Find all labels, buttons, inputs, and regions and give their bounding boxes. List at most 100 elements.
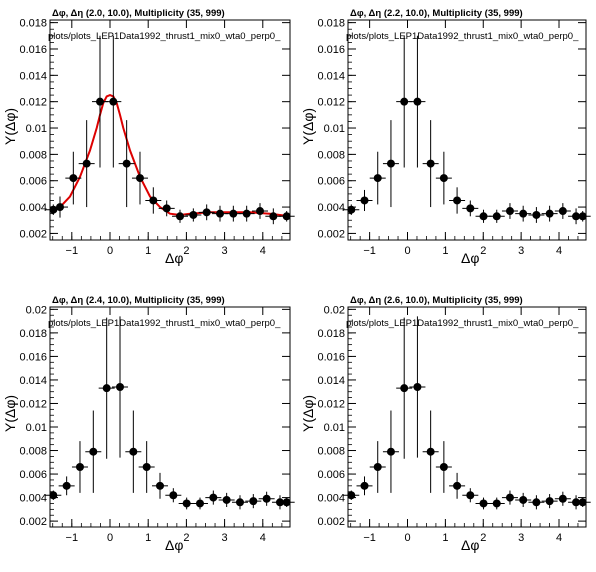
x-tick-label: 4 (556, 245, 562, 257)
panel-title: Δφ, Δη (2.0, 10.0), Multiplicity (35, 99… (52, 8, 225, 19)
data-point (347, 205, 356, 214)
x-tick-label: 2 (183, 245, 189, 257)
y-tick-label: 0.016 (19, 44, 47, 56)
plot-frame (49, 306, 291, 528)
x-tick-label: 2 (183, 532, 189, 544)
y-tick-label: 0.01 (26, 422, 47, 434)
fit-curve (49, 94, 291, 218)
y-tick-label: 0.002 (19, 516, 47, 528)
chart-panel-1: Δφ, Δη (2.0, 10.0), Multiplicity (35, 99… (2, 8, 295, 266)
y-tick-label: 0.018 (317, 328, 345, 340)
y-tick-label: 0.01 (324, 123, 345, 135)
y-tick-label: 0.014 (19, 375, 47, 387)
data-point (282, 498, 291, 507)
x-axis-label: Δφ (461, 537, 479, 553)
data-point (519, 495, 528, 504)
plot-frame (347, 19, 587, 241)
data-point (578, 212, 587, 221)
data-point (360, 196, 369, 205)
y-tick-label: 0.018 (317, 18, 345, 30)
data-point (373, 463, 382, 471)
data-point (242, 209, 251, 218)
y-tick-label: 0.014 (19, 70, 47, 82)
data-point (262, 494, 271, 503)
y-tick-label: 0.004 (317, 493, 345, 505)
y-tick-label: 0.018 (19, 18, 47, 30)
y-tick-label: 0.006 (19, 469, 47, 481)
data-point (195, 499, 204, 508)
data-point (102, 384, 111, 393)
data-point (400, 97, 409, 106)
data-point (176, 212, 185, 221)
data-point (466, 204, 475, 213)
y-tick-label: 0.01 (324, 422, 345, 434)
data-point (216, 209, 225, 218)
y-tick-label: 0.016 (317, 44, 345, 56)
data-point (400, 384, 409, 393)
data-point (69, 174, 78, 183)
data-point (519, 209, 528, 218)
data-point (492, 499, 501, 508)
x-tick-label: 2 (480, 245, 486, 257)
y-tick-label: 0.002 (19, 228, 47, 240)
x-tick-label: −1 (66, 245, 79, 257)
data-point (578, 498, 587, 507)
y-tick-label: 0.012 (19, 398, 47, 410)
data-point (249, 497, 258, 506)
y-tick-label: 0.016 (317, 351, 345, 363)
data-point (122, 159, 131, 168)
panel-subtitle: plots/plots_LEP1Data1992_thrust1_mix0_wt… (48, 31, 281, 42)
x-tick-label: 4 (556, 532, 562, 544)
data-point (169, 491, 178, 500)
data-point (62, 481, 71, 490)
panel-subtitle: plots/plots_LEP1Data1992_thrust1_mix0_wt… (48, 318, 281, 329)
data-point (439, 463, 448, 471)
panel-subtitle: plots/plots_LEP1Data1992_thrust1_mix0_wt… (346, 31, 579, 42)
data-point (135, 174, 144, 183)
y-tick-label: 0.002 (317, 228, 345, 240)
x-tick-label: 0 (404, 532, 410, 544)
data-point (89, 447, 98, 456)
x-tick-label: 1 (442, 532, 448, 544)
x-tick-label: 3 (222, 245, 228, 257)
data-point (256, 207, 264, 216)
data-point (189, 210, 198, 219)
data-point (56, 203, 64, 212)
panel-title: Δφ, Δη (2.4, 10.0), Multiplicity (35, 99… (52, 295, 225, 306)
y-tick-label: 0.01 (26, 123, 47, 135)
data-point (149, 196, 158, 205)
data-point (222, 495, 231, 504)
data-point (466, 491, 475, 500)
panel-title: Δφ, Δη (2.6, 10.0), Multiplicity (35, 99… (350, 295, 523, 306)
y-tick-label: 0.014 (317, 375, 345, 387)
data-point (426, 159, 435, 168)
data-point (505, 207, 514, 216)
y-axis-label: Y(Δφ) (300, 395, 316, 432)
data-point (545, 209, 554, 218)
x-tick-label: 3 (518, 532, 524, 544)
data-point (505, 493, 514, 502)
x-tick-label: −1 (363, 245, 376, 257)
x-axis-label: Δφ (461, 250, 479, 266)
data-point (75, 463, 84, 471)
y-tick-label: 0.006 (317, 469, 345, 481)
y-tick-label: 0.02 (324, 304, 345, 316)
data-point (235, 498, 244, 507)
y-tick-label: 0.008 (317, 446, 345, 458)
y-tick-label: 0.004 (317, 202, 345, 214)
x-tick-label: 3 (518, 245, 524, 257)
y-tick-label: 0.012 (317, 398, 345, 410)
data-point (558, 207, 567, 216)
data-point (116, 383, 125, 391)
data-point (129, 447, 138, 456)
y-tick-label: 0.012 (317, 97, 345, 109)
data-point (142, 463, 151, 471)
chart-panel-4: Δφ, Δη (2.6, 10.0), Multiplicity (35, 99… (300, 295, 591, 553)
data-point (413, 383, 422, 391)
x-tick-label: 0 (107, 532, 113, 544)
data-point (360, 481, 369, 490)
data-point (209, 493, 218, 502)
chart-panel-2: Δφ, Δη (2.2, 10.0), Multiplicity (35, 99… (300, 8, 591, 266)
data-point (162, 204, 171, 213)
